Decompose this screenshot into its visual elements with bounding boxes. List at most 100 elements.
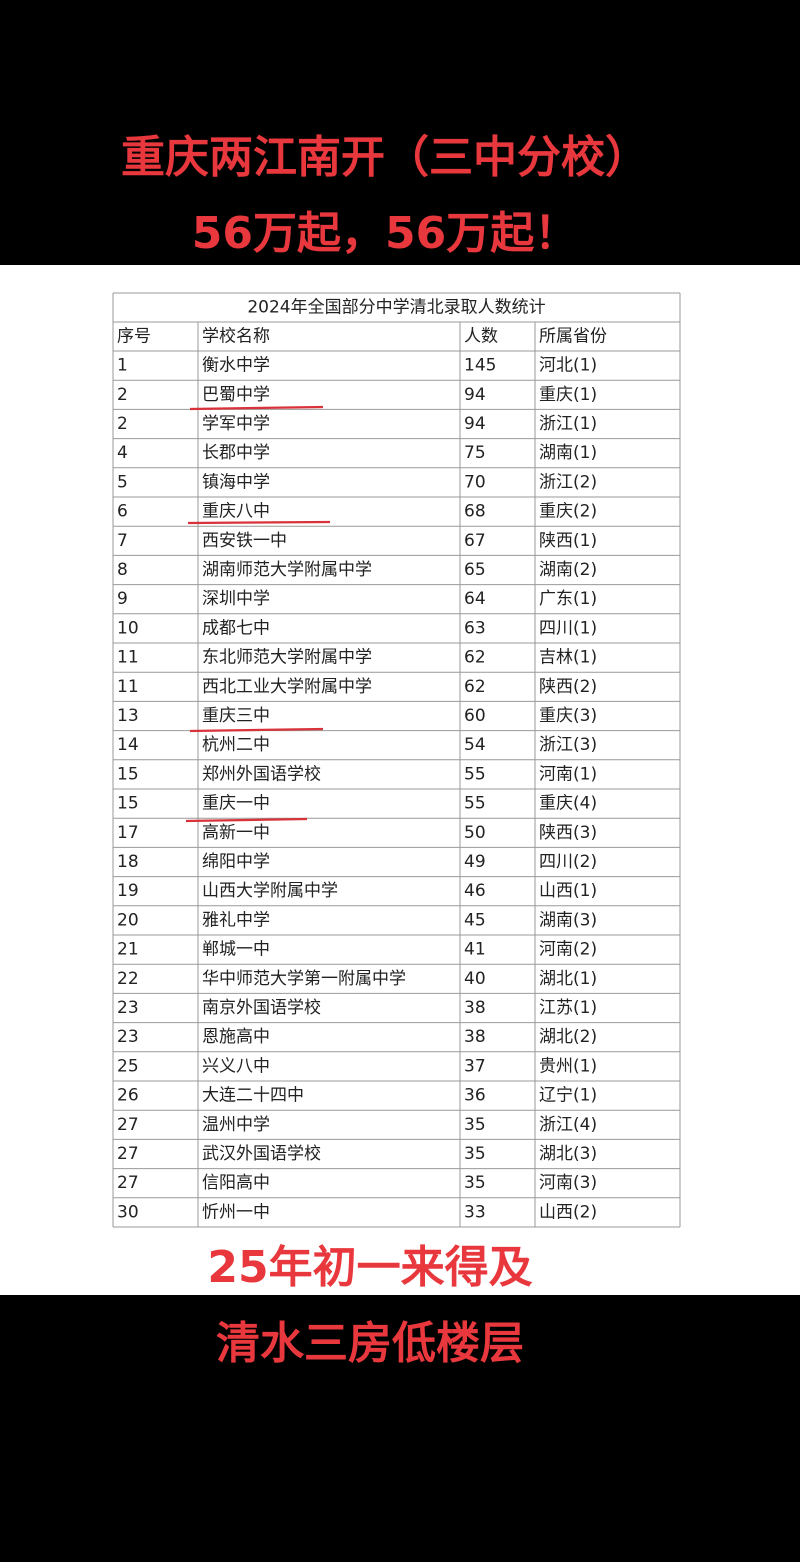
table-cell: 67 bbox=[464, 531, 486, 551]
table-cell: 27 bbox=[117, 1173, 139, 1193]
table-cell: 63 bbox=[464, 618, 486, 638]
table-cell: 62 bbox=[464, 648, 486, 668]
table-cell: 河北(1) bbox=[539, 356, 597, 376]
table-cell: 信阳高中 bbox=[202, 1173, 270, 1193]
table-cell: 湖南(3) bbox=[539, 910, 597, 930]
table-cell: 9 bbox=[117, 589, 128, 609]
table-cell: 山西(2) bbox=[539, 1202, 597, 1222]
table-cell: 38 bbox=[464, 1027, 486, 1047]
table-cell: 55 bbox=[464, 764, 486, 784]
table-cell: 湖北(1) bbox=[539, 969, 597, 989]
table-cell: 郸城一中 bbox=[202, 940, 270, 960]
table-cell: 2 bbox=[117, 414, 128, 434]
table-cell: 成都七中 bbox=[202, 618, 270, 638]
headline: 重庆两江南开（三中分校） bbox=[121, 132, 649, 183]
table-cell: 重庆(2) bbox=[539, 502, 597, 522]
table-cell: 23 bbox=[117, 998, 139, 1018]
table-cell: 华中师范大学第一附属中学 bbox=[202, 969, 406, 989]
table-cell: 重庆(4) bbox=[539, 794, 597, 814]
table-cell: 四川(1) bbox=[539, 618, 597, 638]
table-cell: 山西大学附属中学 bbox=[202, 881, 338, 901]
table-cell: 35 bbox=[464, 1173, 486, 1193]
table-cell: 35 bbox=[464, 1115, 486, 1135]
table-cell: 重庆(1) bbox=[539, 385, 597, 405]
table-cell: 南京外国语学校 bbox=[202, 998, 321, 1018]
table-cell: 40 bbox=[464, 969, 486, 989]
table-cell: 重庆一中 bbox=[202, 794, 270, 814]
table-cell: 41 bbox=[464, 940, 486, 960]
table-cell: 镇海中学 bbox=[202, 472, 270, 492]
table-cell: 恩施高中 bbox=[202, 1027, 270, 1047]
table-cell: 26 bbox=[117, 1086, 139, 1106]
table-cell: 37 bbox=[464, 1056, 486, 1076]
table-cell: 60 bbox=[464, 706, 486, 726]
table-cell: 四川(2) bbox=[539, 852, 597, 872]
table-cell: 8 bbox=[117, 560, 128, 580]
table-cell: 河南(3) bbox=[539, 1173, 597, 1193]
underline bbox=[187, 520, 331, 525]
table-cell: 吉林(1) bbox=[539, 648, 597, 668]
table-cell: 深圳中学 bbox=[202, 589, 270, 609]
table-cell: 25 bbox=[117, 1056, 139, 1076]
table-cell: 94 bbox=[464, 385, 486, 405]
table-cell: 33 bbox=[464, 1202, 486, 1222]
table-cell: 山西(1) bbox=[539, 881, 597, 901]
table-cell: 27 bbox=[117, 1144, 139, 1164]
table-cell: 15 bbox=[117, 764, 139, 784]
table-cell: 大连二十四中 bbox=[202, 1086, 304, 1106]
table-cell: 武汉外国语学校 bbox=[202, 1144, 321, 1164]
underline bbox=[189, 405, 324, 411]
table-cell: 11 bbox=[117, 677, 139, 697]
table-cell: 19 bbox=[117, 881, 139, 901]
footer-text: 清水三房低楼层 bbox=[216, 1318, 524, 1369]
table-cell: 35 bbox=[464, 1144, 486, 1164]
table-cell: 75 bbox=[464, 443, 486, 463]
table-cell: 温州中学 bbox=[202, 1115, 270, 1135]
table-cell: 70 bbox=[464, 472, 486, 492]
table-cell: 64 bbox=[464, 589, 486, 609]
table-cell: 重庆三中 bbox=[202, 706, 270, 726]
table-cell: 54 bbox=[464, 735, 486, 755]
table-cell: 20 bbox=[117, 910, 139, 930]
table-cell: 浙江(1) bbox=[539, 414, 597, 434]
table-cell: 22 bbox=[117, 969, 139, 989]
table-cell: 38 bbox=[464, 998, 486, 1018]
table-cell: 10 bbox=[117, 618, 139, 638]
table-cell: 湖南(1) bbox=[539, 443, 597, 463]
table-cell: 23 bbox=[117, 1027, 139, 1047]
table-title: 2024年全国部分中学清北录取人数统计 bbox=[247, 298, 545, 318]
table-cell: 西北工业大学附属中学 bbox=[202, 677, 372, 697]
table-cell: 高新一中 bbox=[202, 823, 270, 843]
table-cell: 68 bbox=[464, 502, 486, 522]
table-cell: 18 bbox=[117, 852, 139, 872]
table-cell: 辽宁(1) bbox=[539, 1086, 597, 1106]
table-cell: 30 bbox=[117, 1202, 139, 1222]
table-cell: 5 bbox=[117, 472, 128, 492]
table-cell: 陕西(2) bbox=[539, 677, 597, 697]
table-cell: 浙江(2) bbox=[539, 472, 597, 492]
table-cell: 6 bbox=[117, 502, 128, 522]
table-cell: 陕西(1) bbox=[539, 531, 597, 551]
table-cell: 雅礼中学 bbox=[202, 910, 270, 930]
table-cell: 15 bbox=[117, 794, 139, 814]
table-cell: 27 bbox=[117, 1115, 139, 1135]
table-cell: 兴义八中 bbox=[202, 1056, 270, 1076]
table-cell: 1 bbox=[117, 356, 128, 376]
column-header: 序号 bbox=[117, 327, 151, 347]
table-cell: 11 bbox=[117, 648, 139, 668]
paper bbox=[0, 265, 800, 1295]
table-cell: 湖南师范大学附属中学 bbox=[202, 560, 372, 580]
table-cell: 陕西(3) bbox=[539, 823, 597, 843]
table-cell: 145 bbox=[464, 356, 496, 376]
table-cell: 浙江(3) bbox=[539, 735, 597, 755]
column-header: 所属省份 bbox=[539, 327, 607, 347]
table-cell: 13 bbox=[117, 706, 139, 726]
table-cell: 河南(2) bbox=[539, 940, 597, 960]
table-cell: 21 bbox=[117, 940, 139, 960]
footer-text: 25年初一来得及 bbox=[207, 1242, 532, 1293]
table-cell: 东北师范大学附属中学 bbox=[202, 648, 372, 668]
table-cell: 2 bbox=[117, 385, 128, 405]
table-cell: 94 bbox=[464, 414, 486, 434]
